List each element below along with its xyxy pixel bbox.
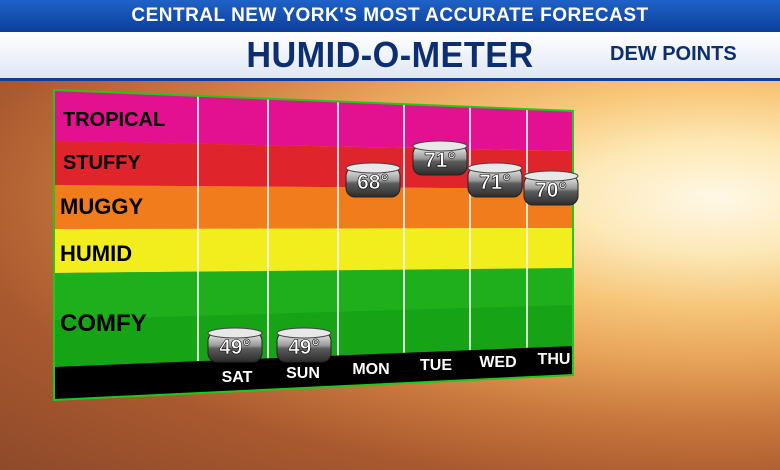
band-label-muggy: MUGGY [60, 194, 143, 219]
day-label-tue: TUE [420, 357, 452, 374]
marker-top [467, 162, 523, 174]
band-label-humid: HUMID [60, 241, 132, 266]
band-label-comfy: COMFY [60, 310, 147, 337]
chart-subtitle: DEW POINTS [610, 43, 737, 65]
value-marker-sat: 49° [207, 327, 263, 363]
band-humid [54, 228, 573, 273]
value-marker-wed: 71° [467, 162, 523, 198]
day-label-mon: MON [352, 361, 389, 378]
marker-top [345, 162, 401, 174]
day-label-wed: WED [479, 354, 516, 371]
band-tropical [54, 90, 573, 151]
value-label: 68° [357, 171, 389, 194]
day-label-thu: THU [538, 351, 571, 368]
band-label-tropical: TROPICAL [63, 109, 165, 131]
meter-frame [53, 88, 574, 402]
day-label-sat: SAT [222, 369, 253, 386]
marker-top [276, 327, 332, 339]
marker-top [412, 140, 468, 152]
band-muggy [54, 185, 573, 229]
value-label: 49° [288, 336, 320, 359]
value-marker-mon: 68° [345, 162, 401, 198]
tagline: CENTRAL NEW YORK'S MOST ACCURATE FORECAS… [131, 5, 649, 26]
value-label: 70° [535, 179, 567, 202]
page-title: HUMID-O-METER [246, 34, 534, 75]
title-bar: HUMID-O-METER DEW POINTS [0, 32, 780, 81]
value-marker-tue: 71° [412, 140, 468, 176]
marker-top [207, 327, 263, 339]
band-label-stuffy: STUFFY [63, 152, 141, 174]
value-label: 71° [479, 171, 511, 194]
tagline-bar: CENTRAL NEW YORK'S MOST ACCURATE FORECAS… [0, 0, 780, 32]
meter-panel [53, 88, 574, 402]
marker-top [523, 170, 579, 182]
value-marker-thu: 70° [523, 170, 579, 206]
value-label: 49° [219, 336, 251, 359]
value-marker-sun: 49° [276, 327, 332, 363]
value-label: 71° [424, 149, 456, 172]
day-label-sun: SUN [286, 365, 320, 382]
